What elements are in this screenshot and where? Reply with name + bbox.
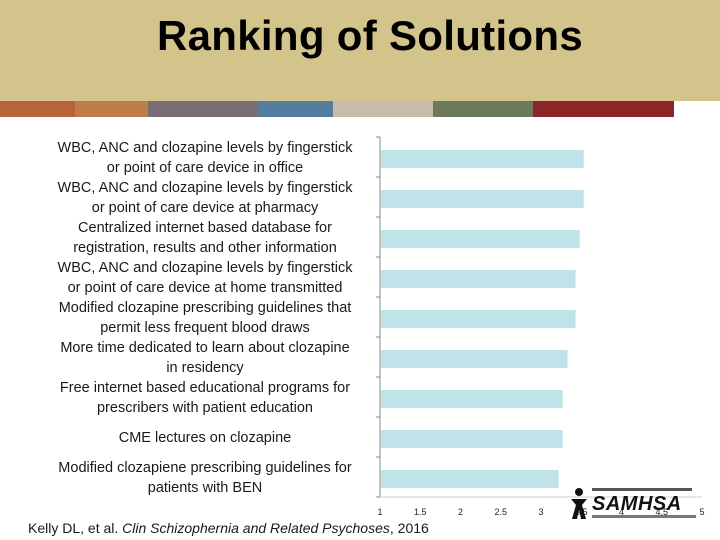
bar bbox=[381, 390, 563, 408]
category-label: Free internet based educational programs… bbox=[60, 380, 350, 396]
bar bbox=[381, 190, 584, 208]
x-tick-label: 4 bbox=[619, 507, 624, 517]
category-label: or point of care device at pharmacy bbox=[92, 200, 319, 216]
category-label: WBC, ANC and clozapine levels by fingers… bbox=[58, 260, 354, 276]
category-label: CME lectures on clozapine bbox=[119, 430, 291, 446]
stripe-segment bbox=[674, 101, 720, 117]
category-label: Modified clozapiene prescribing guidelin… bbox=[58, 460, 352, 476]
x-tick-label: 1 bbox=[377, 507, 382, 517]
logo-wordmark: SAMHSA bbox=[592, 493, 682, 515]
x-tick-label: 4.5 bbox=[655, 507, 668, 517]
bar bbox=[381, 310, 576, 328]
category-label: or point of care device in office bbox=[107, 160, 303, 176]
category-label: patients with BEN bbox=[148, 480, 262, 496]
category-label: Modified clozapine prescribing guideline… bbox=[59, 300, 352, 316]
citation-authors: Kelly DL, et al. bbox=[28, 520, 123, 536]
stripe-segment bbox=[532, 101, 675, 117]
samhsa-logo: SAMHSA bbox=[568, 487, 698, 523]
category-label: permit less frequent blood draws bbox=[100, 320, 310, 336]
stripe-segment bbox=[432, 101, 533, 117]
bar bbox=[381, 230, 580, 248]
citation-journal: Clin Schizophernia and Related Psychoses bbox=[122, 520, 390, 536]
category-label: prescribers with patient education bbox=[97, 400, 313, 416]
category-label: in residency bbox=[166, 360, 244, 376]
title-banner bbox=[0, 0, 720, 101]
x-tick-label: 2 bbox=[458, 507, 463, 517]
category-label: Centralized internet based database for bbox=[78, 220, 332, 236]
stripe-segment bbox=[257, 101, 333, 117]
stripe-segment bbox=[0, 101, 75, 117]
citation: Kelly DL, et al. Clin Schizophernia and … bbox=[28, 520, 429, 536]
bar bbox=[381, 470, 559, 488]
bar bbox=[381, 270, 576, 288]
category-label: More time dedicated to learn about cloza… bbox=[60, 340, 349, 356]
category-label: registration, results and other informat… bbox=[73, 240, 337, 256]
stripe-segment bbox=[75, 101, 149, 117]
x-tick-label: 5 bbox=[699, 507, 704, 517]
stripe-segment bbox=[148, 101, 258, 117]
logo-tagline-bottom bbox=[592, 515, 696, 518]
bar bbox=[381, 430, 563, 448]
figure-icon bbox=[571, 488, 587, 519]
bar bbox=[381, 150, 584, 168]
x-tick-label: 3 bbox=[538, 507, 543, 517]
category-label: or point of care device at home transmit… bbox=[68, 280, 343, 296]
x-tick-label: 2.5 bbox=[494, 507, 507, 517]
citation-year: , 2016 bbox=[389, 520, 429, 536]
logo-tagline-top bbox=[592, 488, 692, 491]
category-label: WBC, ANC and clozapine levels by fingers… bbox=[58, 180, 354, 196]
stripe-segment bbox=[332, 101, 433, 117]
x-tick-label: 1.5 bbox=[414, 507, 427, 517]
slide-title: Ranking of Solutions bbox=[157, 12, 583, 59]
color-stripe bbox=[0, 101, 720, 117]
category-label: WBC, ANC and clozapine levels by fingers… bbox=[58, 140, 354, 156]
bar bbox=[381, 350, 568, 368]
